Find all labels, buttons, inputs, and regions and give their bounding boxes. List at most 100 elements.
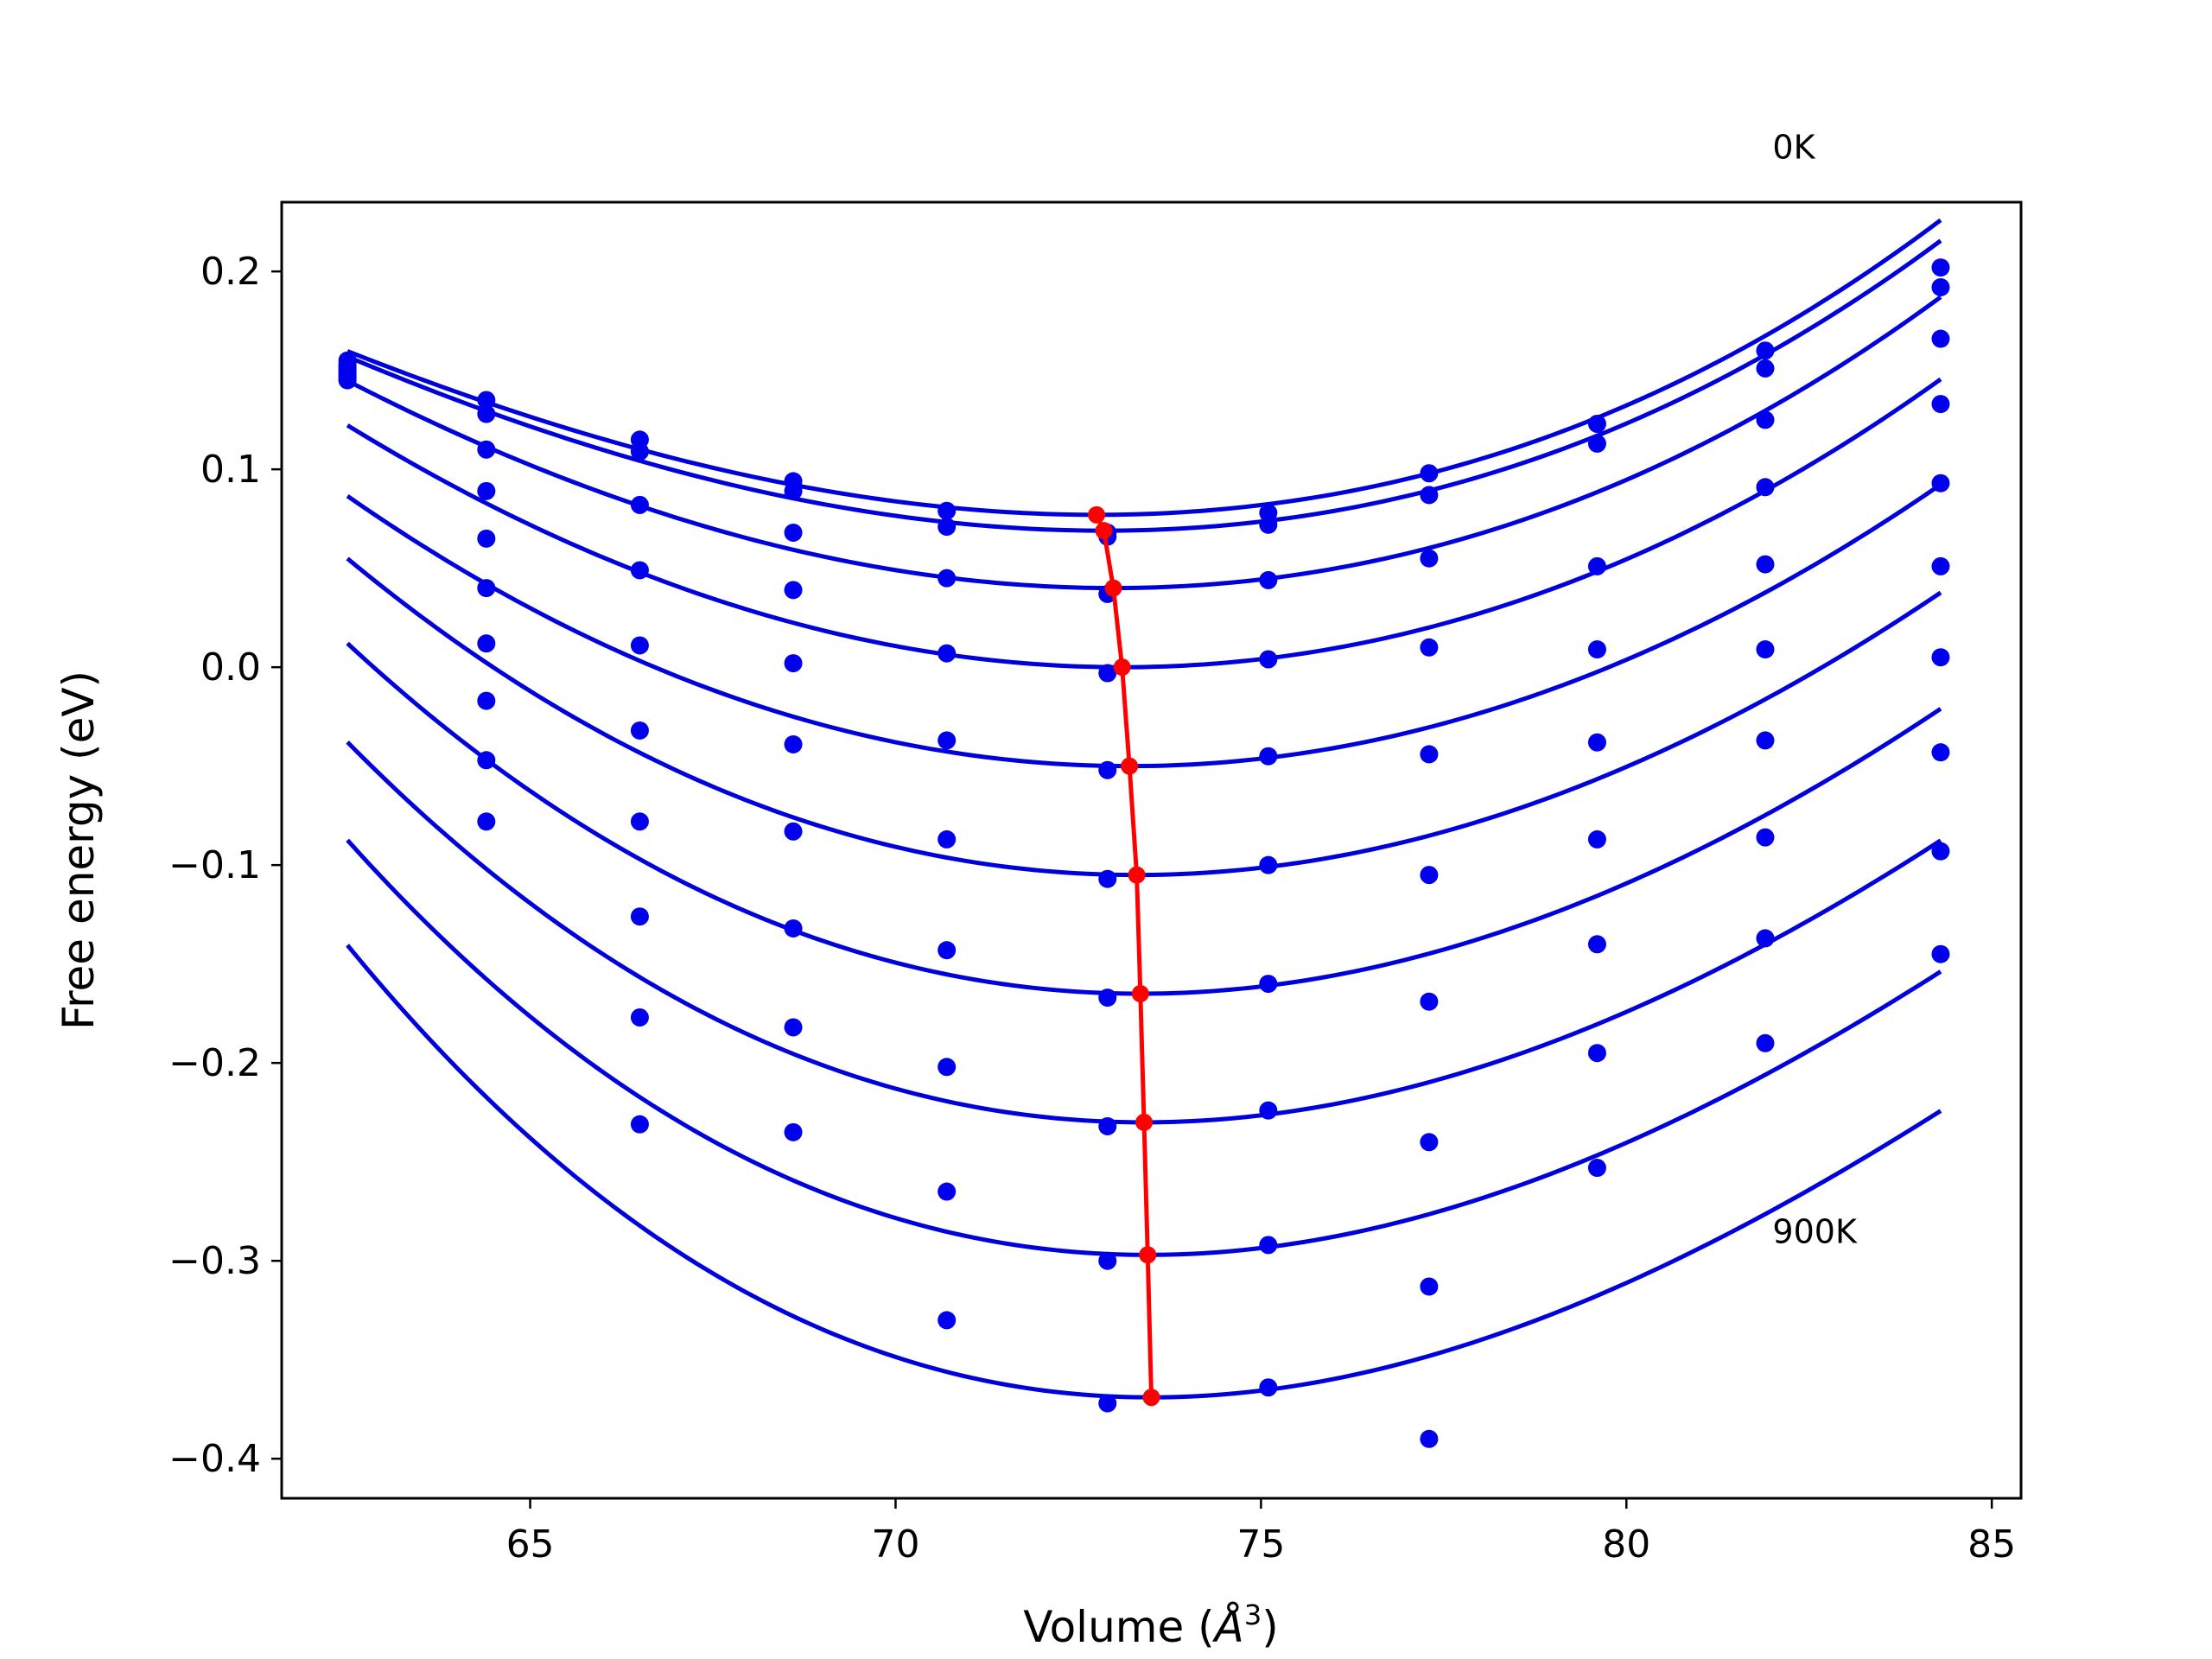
- axes-frame: [280, 200, 2023, 1500]
- data-point-100K-6: [1259, 515, 1278, 534]
- y-tick-label-3: −0.1: [168, 843, 261, 887]
- minima-point-1: [1095, 522, 1113, 540]
- data-point-700K-1: [477, 691, 496, 710]
- data-point-400K-3: [784, 654, 803, 673]
- data-point-600K-9: [1756, 731, 1775, 750]
- minima-point-8: [1139, 1246, 1157, 1264]
- data-point-100K-9: [1756, 359, 1775, 378]
- data-point-300K-3: [784, 581, 803, 600]
- data-point-400K-5: [1098, 760, 1117, 779]
- minima-line: [1094, 513, 1154, 1398]
- data-point-100K-4: [938, 518, 957, 537]
- fit-curve-300K: [346, 377, 1942, 670]
- data-point-300K-1: [477, 481, 496, 500]
- data-point-900K-0: [338, 371, 357, 390]
- plot-area: [338, 218, 1950, 1448]
- data-point-400K-1: [477, 529, 496, 548]
- data-point-600K-7: [1420, 992, 1439, 1011]
- y-tick-label-1: 0.1: [200, 448, 261, 492]
- data-point-400K-8: [1587, 733, 1606, 752]
- data-point-600K-5: [1098, 988, 1117, 1007]
- data-point-500K-6: [1259, 855, 1278, 874]
- x-tick-label-3: 80: [1602, 1522, 1650, 1567]
- y-tick-label-5: −0.3: [168, 1239, 261, 1283]
- y-tick-label-0: 0.2: [200, 250, 261, 294]
- data-point-700K-5: [1098, 1116, 1117, 1135]
- data-point-900K-2: [630, 1115, 649, 1134]
- data-point-200K-4: [938, 569, 957, 588]
- data-point-0K-4: [938, 501, 957, 520]
- data-point-400K-4: [938, 731, 957, 750]
- data-point-800K-4: [938, 1182, 957, 1201]
- data-point-0K-10: [1931, 258, 1950, 277]
- data-point-100K-7: [1420, 486, 1439, 505]
- data-point-900K-9: [1756, 1033, 1775, 1052]
- minima-point-6: [1131, 985, 1149, 1003]
- y-axis-label: Free energy (eV): [54, 671, 104, 1030]
- data-point-200K-10: [1931, 329, 1950, 348]
- data-point-700K-10: [1931, 743, 1950, 762]
- data-point-100K-3: [784, 481, 803, 500]
- data-point-800K-3: [784, 1018, 803, 1037]
- data-point-700K-6: [1259, 1101, 1278, 1120]
- data-point-200K-6: [1259, 570, 1278, 589]
- data-point-800K-8: [1587, 1159, 1606, 1178]
- x-tick-label-2: 75: [1236, 1522, 1285, 1567]
- data-point-700K-3: [784, 918, 803, 938]
- data-point-700K-9: [1756, 828, 1775, 847]
- x-axis-label: Volume (Å3): [1023, 1599, 1278, 1652]
- minima-point-7: [1135, 1113, 1154, 1131]
- data-point-800K-10: [1931, 842, 1950, 861]
- data-point-600K-10: [1931, 648, 1950, 667]
- data-point-500K-5: [1098, 869, 1117, 888]
- minima-point-9: [1142, 1389, 1160, 1407]
- data-point-900K-1: [477, 812, 496, 831]
- data-point-500K-9: [1756, 640, 1775, 659]
- annotation-900K: 900K: [1772, 1213, 1858, 1251]
- data-point-100K-2: [630, 442, 649, 461]
- data-point-900K-7: [1420, 1429, 1439, 1448]
- data-point-900K-10: [1931, 944, 1950, 963]
- data-point-0K-1: [477, 391, 496, 410]
- data-point-700K-7: [1420, 1133, 1439, 1152]
- data-point-200K-2: [630, 495, 649, 514]
- data-point-900K-6: [1259, 1378, 1278, 1397]
- data-point-0K-8: [1587, 414, 1606, 433]
- data-point-300K-10: [1931, 395, 1950, 414]
- fit-curve-100K: [346, 238, 1942, 533]
- data-point-300K-6: [1259, 650, 1278, 669]
- fit-curve-400K: [346, 482, 1942, 769]
- data-point-400K-10: [1931, 474, 1950, 493]
- data-point-500K-4: [938, 830, 957, 849]
- data-point-400K-9: [1756, 555, 1775, 574]
- minima-point-2: [1104, 579, 1122, 597]
- data-point-500K-2: [630, 721, 649, 740]
- x-tick-label-1: 70: [871, 1522, 919, 1567]
- data-point-500K-7: [1420, 866, 1439, 885]
- data-point-500K-8: [1587, 830, 1606, 849]
- minima-point-3: [1113, 658, 1131, 677]
- data-point-400K-6: [1259, 747, 1278, 766]
- data-point-300K-5: [1098, 664, 1117, 683]
- data-point-400K-7: [1420, 745, 1439, 764]
- data-point-600K-4: [938, 941, 957, 960]
- data-point-600K-1: [477, 634, 496, 653]
- fit-curve-200K: [346, 295, 1942, 591]
- y-tick-label-2: 0.0: [200, 645, 261, 690]
- data-point-300K-2: [630, 561, 649, 580]
- data-point-200K-9: [1756, 410, 1775, 429]
- minima-point-5: [1128, 866, 1146, 884]
- data-point-600K-8: [1587, 935, 1606, 954]
- data-point-0K-7: [1420, 464, 1439, 483]
- fit-curve-0K: [346, 218, 1942, 518]
- data-point-800K-7: [1420, 1277, 1439, 1296]
- data-point-900K-4: [938, 1311, 957, 1330]
- data-point-500K-3: [784, 734, 803, 753]
- data-point-600K-2: [630, 812, 649, 831]
- minima-point-4: [1121, 757, 1139, 775]
- data-point-600K-3: [784, 822, 803, 841]
- x-tick-label-4: 85: [1967, 1522, 2016, 1567]
- data-point-600K-6: [1259, 975, 1278, 994]
